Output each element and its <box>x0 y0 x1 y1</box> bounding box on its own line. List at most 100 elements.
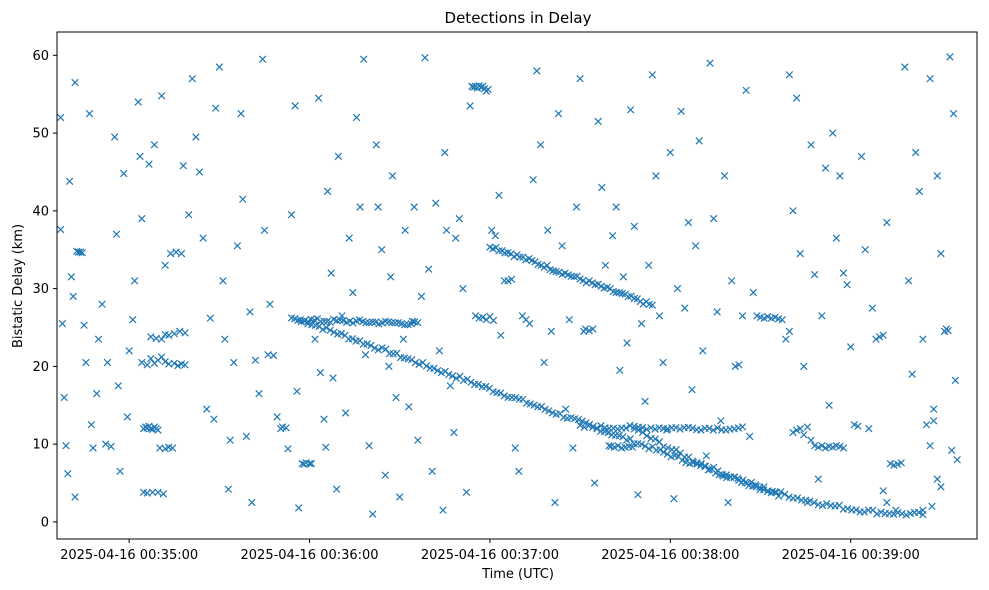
data-point <box>452 374 460 383</box>
data-point <box>742 86 750 95</box>
data-point <box>388 318 396 327</box>
data-point <box>839 269 848 277</box>
data-point <box>738 423 747 431</box>
data-point <box>428 467 436 476</box>
data-point <box>114 382 123 390</box>
data-point <box>919 510 927 519</box>
data-point <box>414 318 422 327</box>
data-point <box>411 358 420 367</box>
data-point <box>157 335 166 343</box>
data-point <box>929 417 938 425</box>
data-point <box>922 420 931 429</box>
data-point <box>322 323 331 332</box>
data-point <box>705 465 714 473</box>
data-point <box>138 358 146 367</box>
data-point <box>810 498 818 507</box>
data-point <box>672 423 680 432</box>
data-point <box>590 479 599 487</box>
data-point <box>644 261 653 270</box>
data-point <box>500 392 509 400</box>
data-point <box>551 498 559 507</box>
data-point <box>348 334 357 343</box>
data-point <box>821 164 830 172</box>
y-axis-ticks: 0 10 20 30 40 50 60 <box>32 49 57 530</box>
data-point <box>147 354 155 363</box>
data-point <box>645 445 653 453</box>
data-point <box>181 361 189 369</box>
data-point <box>129 315 137 324</box>
data-point <box>368 510 377 518</box>
x-tick-label: 2025-04-16 00:35:00 <box>60 548 198 563</box>
data-point <box>179 161 188 170</box>
data-point <box>717 417 725 425</box>
data-point <box>793 494 802 502</box>
data-point <box>569 444 577 452</box>
data-point <box>334 152 343 161</box>
data-point <box>894 508 902 517</box>
data-point <box>359 55 368 63</box>
data-point <box>255 389 263 398</box>
data-point <box>745 432 754 441</box>
data-point <box>415 360 423 369</box>
data-point <box>702 452 711 460</box>
y-tick-label: 60 <box>32 49 49 64</box>
data-point <box>676 425 684 433</box>
data-point <box>873 510 881 518</box>
data-point <box>898 509 906 518</box>
data-point <box>792 94 801 102</box>
data-point <box>937 249 945 258</box>
data-point <box>567 272 575 281</box>
data-point <box>184 210 193 219</box>
data-point <box>87 420 96 429</box>
data-point <box>751 481 760 489</box>
data-point <box>648 301 657 309</box>
data-point <box>713 308 721 316</box>
data-point <box>345 234 353 242</box>
data-point <box>293 387 301 396</box>
data-point <box>630 294 639 303</box>
data-point <box>294 504 303 512</box>
data-point <box>349 288 357 297</box>
data-point <box>307 459 316 468</box>
data-point <box>237 109 245 118</box>
data-point <box>572 203 581 211</box>
data-point <box>613 425 622 433</box>
data-point <box>614 441 622 450</box>
data-point <box>103 358 112 367</box>
data-point <box>161 261 169 270</box>
data-point <box>545 407 553 415</box>
data-point <box>489 316 498 325</box>
data-point <box>211 104 220 112</box>
data-point <box>681 304 689 312</box>
data-point <box>883 498 891 507</box>
data-point <box>112 230 121 238</box>
data-point <box>284 445 292 453</box>
data-point <box>150 141 159 149</box>
data-point <box>803 423 812 431</box>
data-point <box>637 319 646 328</box>
data-point <box>287 210 296 219</box>
data-point <box>474 380 483 389</box>
data-point <box>581 325 590 333</box>
data-point <box>433 366 442 375</box>
data-point <box>730 473 739 481</box>
data-point <box>421 53 429 62</box>
data-point <box>570 272 578 281</box>
x-axis-title: Time (UTC) <box>481 567 554 582</box>
data-point <box>326 326 334 334</box>
data-point <box>60 393 68 402</box>
data-point <box>543 226 552 235</box>
data-point <box>902 511 910 519</box>
data-point <box>701 462 710 471</box>
data-point <box>496 389 505 397</box>
x-axis-ticks: 2025-04-16 00:35:00 2025-04-16 00:36:00 20… <box>60 539 920 563</box>
data-point <box>341 409 350 417</box>
data-point <box>591 280 599 289</box>
data-point <box>695 137 703 145</box>
data-point <box>735 361 743 369</box>
y-tick-label: 20 <box>32 360 49 375</box>
data-point <box>659 358 667 367</box>
data-point <box>926 441 934 450</box>
data-point <box>367 341 375 350</box>
